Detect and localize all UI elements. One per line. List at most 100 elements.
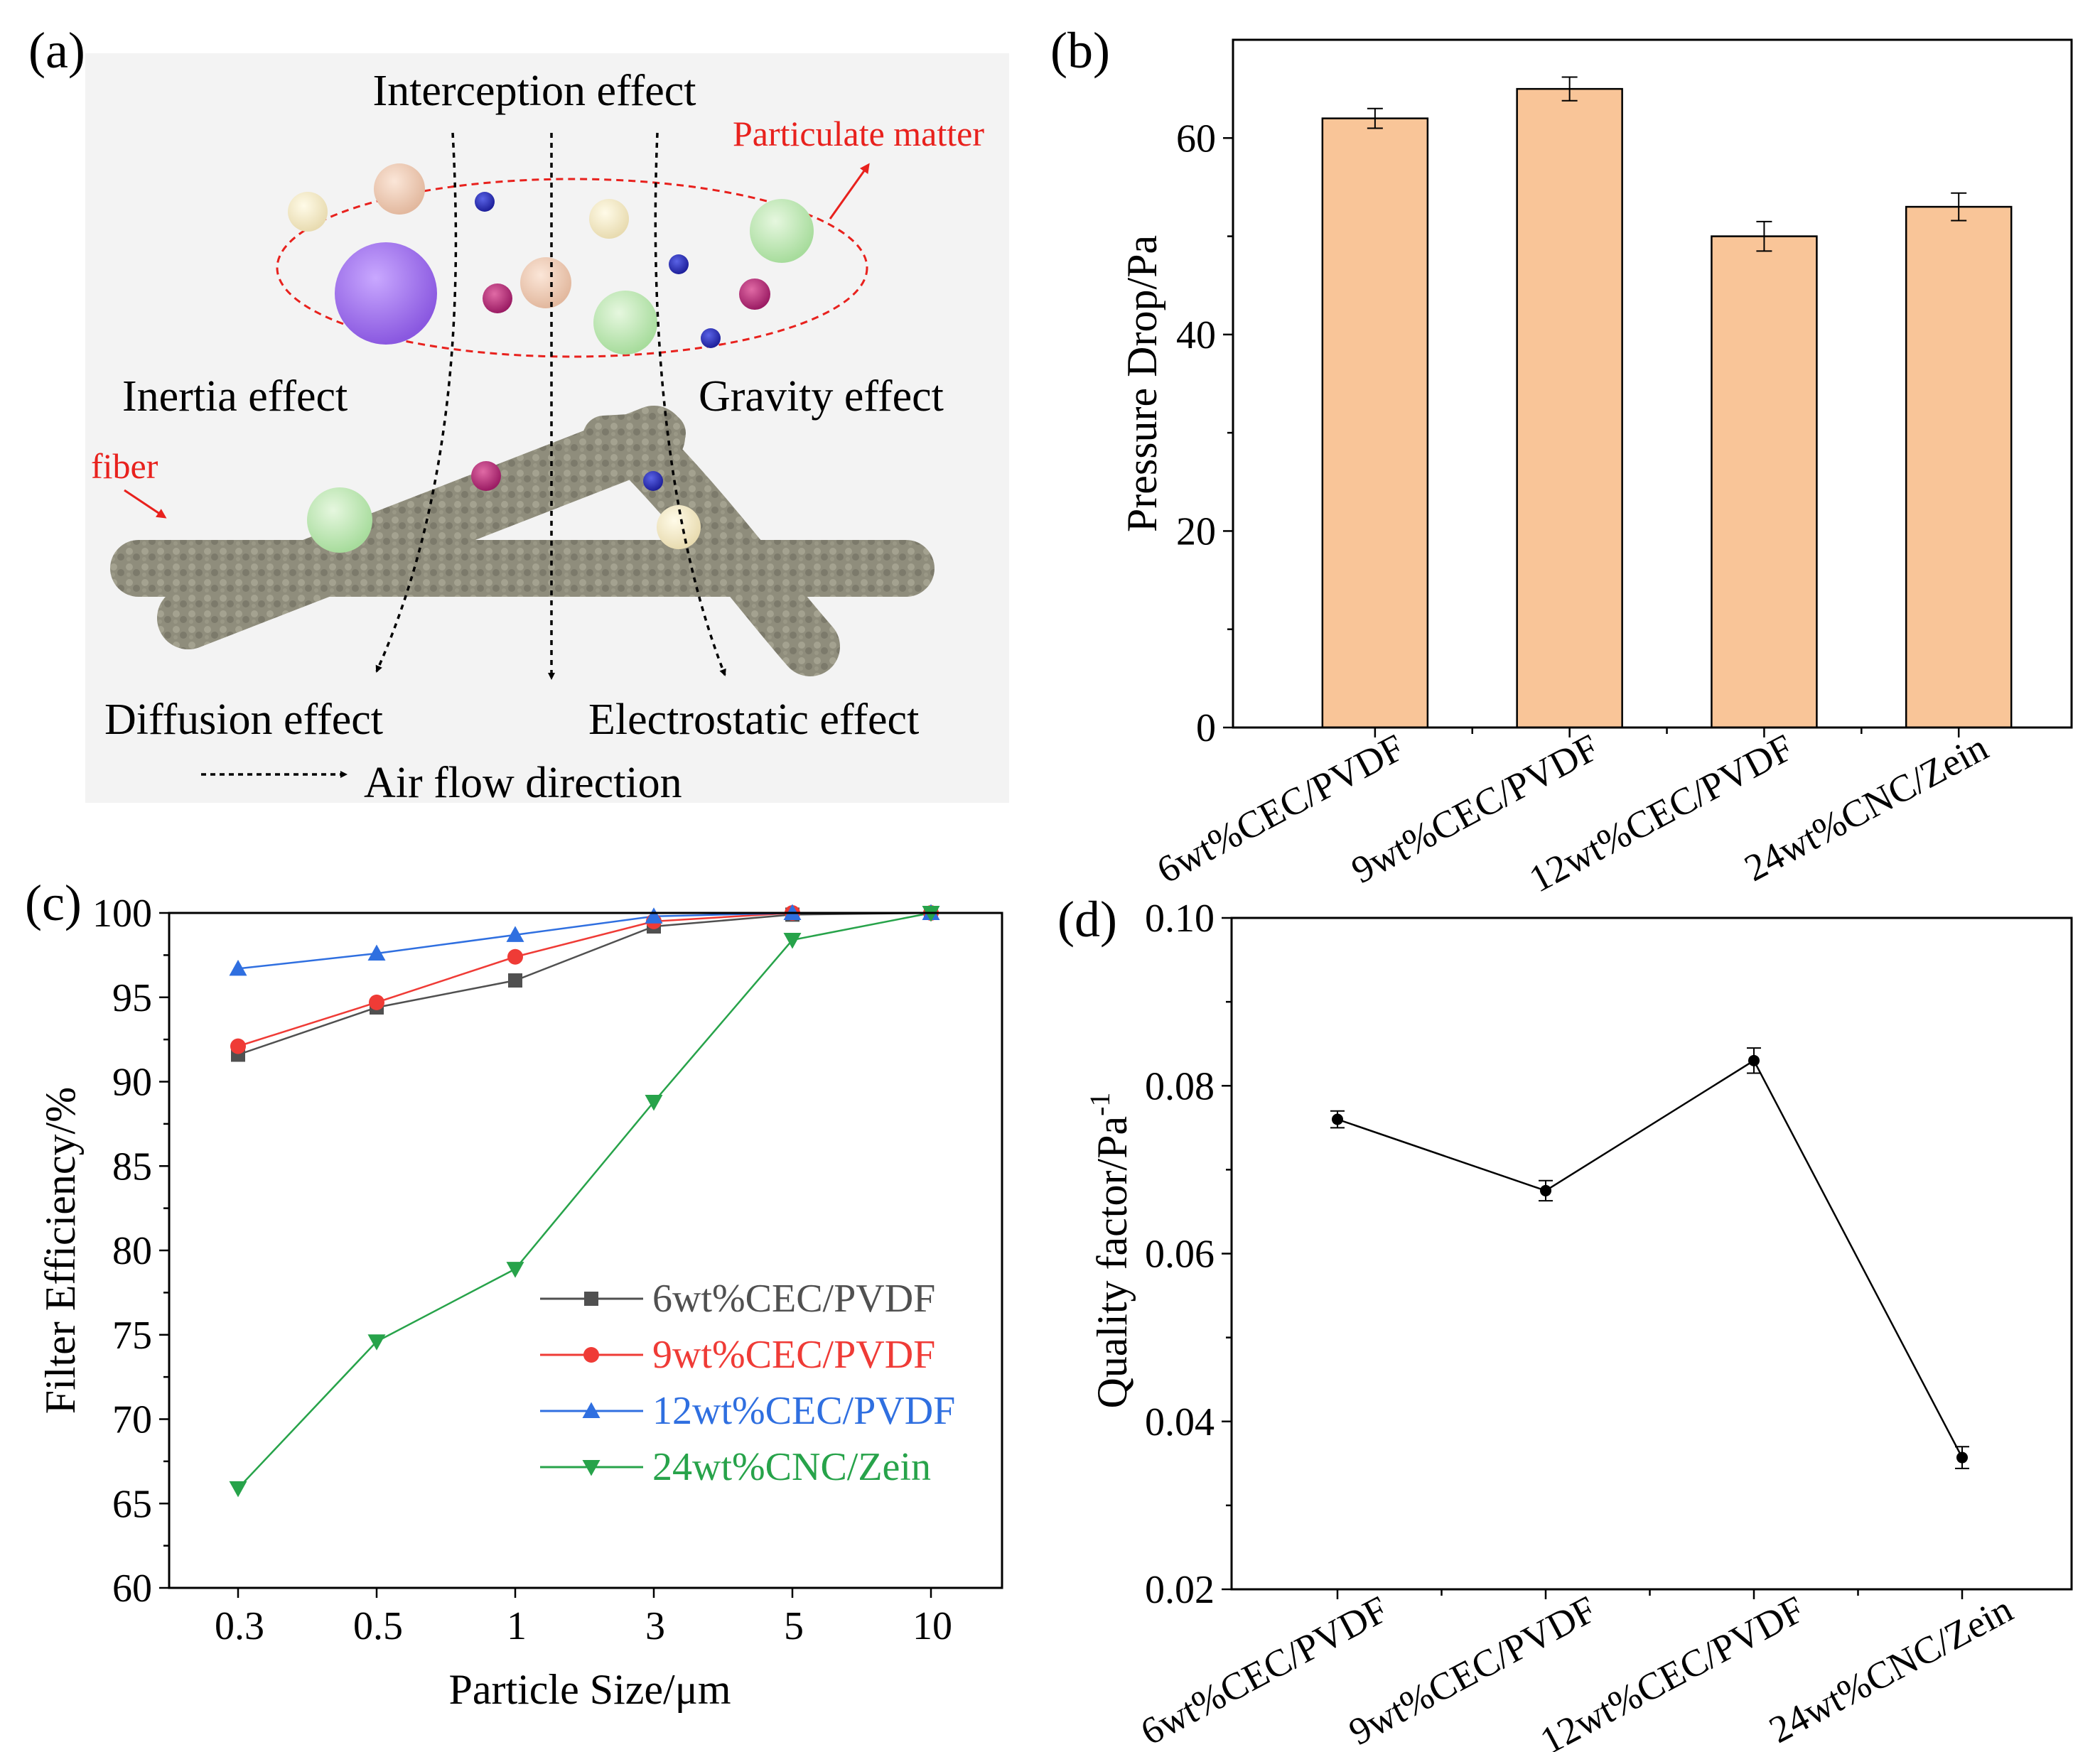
b-y-axis: 0 20 40 60 bbox=[1176, 117, 1233, 750]
y-tick-label: 0 bbox=[1196, 706, 1216, 750]
legend-marker bbox=[582, 1402, 601, 1418]
y-tick-label: 0.10 bbox=[1145, 897, 1215, 941]
y-tick-label: 85 bbox=[112, 1145, 152, 1189]
y-tick-label: 60 bbox=[112, 1567, 152, 1611]
d-y-axis-title: Quality factor/Pa-1 bbox=[1084, 1093, 1136, 1409]
fiber-arrow bbox=[124, 489, 167, 519]
panel-c-label: (c) bbox=[25, 875, 82, 931]
particle bbox=[520, 257, 571, 308]
data-point bbox=[506, 1262, 524, 1278]
d-plot-frame bbox=[1230, 916, 2073, 1591]
particle bbox=[701, 328, 721, 348]
x-tick-label: 0.5 bbox=[353, 1604, 403, 1648]
legend-marker bbox=[584, 1292, 598, 1306]
legend-marker bbox=[582, 1460, 601, 1476]
particle bbox=[471, 461, 501, 491]
y-tick-label: 90 bbox=[112, 1061, 152, 1105]
b-y-axis-title: Pressure Drop/Pa bbox=[1119, 235, 1165, 532]
quality-factor-line bbox=[1337, 1059, 1964, 1459]
c-y-axis: 60 65 70 75 80 85 90 95 100 bbox=[92, 892, 169, 1611]
particle bbox=[739, 279, 770, 310]
particle bbox=[374, 163, 425, 215]
data-point bbox=[645, 1095, 663, 1111]
y-tick-label: 70 bbox=[112, 1398, 152, 1442]
data-point bbox=[229, 1481, 247, 1498]
x-tick-label: 3 bbox=[645, 1604, 665, 1648]
legend-marker bbox=[583, 1347, 599, 1363]
particulate-cloud-outline bbox=[276, 178, 868, 358]
particle bbox=[750, 199, 814, 263]
d-y-axis-title-main: Quality factor/Pa bbox=[1089, 1116, 1136, 1409]
bar-9wt%CEC/PVDF bbox=[1516, 87, 1623, 729]
data-point bbox=[230, 1038, 246, 1054]
particle bbox=[593, 291, 657, 355]
d-y-axis-title-sup: -1 bbox=[1084, 1093, 1116, 1116]
data-point bbox=[369, 994, 384, 1010]
d-y-axis: 0.02 0.04 0.06 0.08 0.10 bbox=[1145, 897, 1232, 1612]
data-point bbox=[229, 959, 247, 976]
series-line-6wt%CEC/PVDF bbox=[237, 912, 932, 1056]
panel-d-chart: (d) 0.02 0.04 0.06 0.08 0.10 6wt%CEC/PVDF9wt… bbox=[1057, 891, 2073, 1752]
particle bbox=[657, 505, 701, 549]
legend-label: 24wt%CNC/Zein bbox=[652, 1445, 931, 1489]
b-bars bbox=[1321, 76, 2013, 729]
label-gravity: Gravity effect bbox=[699, 372, 944, 421]
data-point bbox=[783, 933, 802, 949]
y-tick-label: 100 bbox=[92, 892, 152, 936]
label-inertia: Inertia effect bbox=[122, 372, 348, 421]
series-line-24wt%CNC/Zein bbox=[237, 912, 932, 1489]
x-tick-label: 5 bbox=[784, 1604, 804, 1648]
x-tick-label: 0.3 bbox=[215, 1604, 264, 1648]
legend-label: 6wt%CEC/PVDF bbox=[652, 1277, 935, 1321]
x-tick-label: 10 bbox=[912, 1604, 952, 1648]
c-y-axis-title: Filter Efficiency/% bbox=[37, 1087, 84, 1414]
y-tick-label: 65 bbox=[112, 1482, 152, 1526]
particulate-arrow bbox=[829, 163, 870, 220]
particle bbox=[483, 283, 512, 313]
y-tick-label: 95 bbox=[112, 976, 152, 1020]
bar-6wt%CEC/PVDF bbox=[1321, 117, 1429, 729]
data-point bbox=[645, 907, 663, 924]
label-electrostatic: Electrostatic effect bbox=[588, 696, 919, 744]
particle bbox=[288, 192, 328, 232]
y-tick-label: 20 bbox=[1176, 509, 1216, 553]
x-tick-label: 1 bbox=[507, 1604, 527, 1648]
y-tick-label: 75 bbox=[112, 1314, 152, 1358]
label-airflow: Air flow direction bbox=[364, 759, 682, 807]
flow-line-diffusion bbox=[375, 132, 458, 673]
d-x-axis: 6wt%CEC/PVDF9wt%CEC/PVDF12wt%CEC/PVDF24w… bbox=[1134, 1588, 2019, 1752]
panel-b-chart: (b) 0 20 40 60 6wt%CEC/PVDF9wt%CEC/PVDF12wt… bbox=[1050, 22, 2073, 901]
data-point bbox=[1956, 1451, 1968, 1464]
data-point bbox=[1748, 1054, 1760, 1066]
data-point bbox=[506, 926, 524, 942]
panel-a-diagram: (a) bbox=[28, 22, 1009, 807]
y-tick-label: 80 bbox=[112, 1229, 152, 1273]
panel-a-label: (a) bbox=[28, 22, 85, 79]
b-plot-frame bbox=[1232, 38, 2073, 729]
particle bbox=[643, 471, 663, 491]
panel-d-label: (d) bbox=[1057, 891, 1117, 948]
c-x-axis-title: Particle Size/μm bbox=[448, 1666, 731, 1713]
y-tick-label: 0.04 bbox=[1145, 1400, 1215, 1444]
y-tick-label: 60 bbox=[1176, 117, 1216, 161]
y-tick-label: 0.06 bbox=[1145, 1233, 1215, 1277]
legend-label: 12wt%CEC/PVDF bbox=[652, 1389, 955, 1433]
series-line-12wt%CEC/PVDF bbox=[237, 912, 931, 970]
data-point bbox=[367, 1334, 386, 1351]
bar-12wt%CEC/PVDF bbox=[1711, 235, 1818, 729]
panel-b-label: (b) bbox=[1050, 22, 1110, 79]
bar-24wt%CNC/Zein bbox=[1905, 205, 2013, 729]
label-interception: Interception effect bbox=[373, 67, 696, 115]
label-particulate: Particulate matter bbox=[733, 114, 984, 153]
particle bbox=[589, 199, 629, 239]
particle bbox=[669, 254, 689, 274]
c-legend: 6wt%CEC/PVDF 9wt%CEC/PVDF 12wt%CEC/PVDF 24w… bbox=[540, 1277, 955, 1489]
data-point bbox=[367, 944, 386, 961]
diagram-background bbox=[85, 53, 1009, 803]
panel-c-chart: (c) 60 65 70 75 80 85 90 95 100 0.3 0.5 1 3 5 10 6wt%… bbox=[25, 875, 1003, 1713]
particle bbox=[307, 487, 372, 553]
data-point bbox=[507, 948, 523, 965]
particle bbox=[475, 192, 495, 212]
data-point bbox=[1540, 1184, 1551, 1196]
particle bbox=[335, 242, 437, 345]
